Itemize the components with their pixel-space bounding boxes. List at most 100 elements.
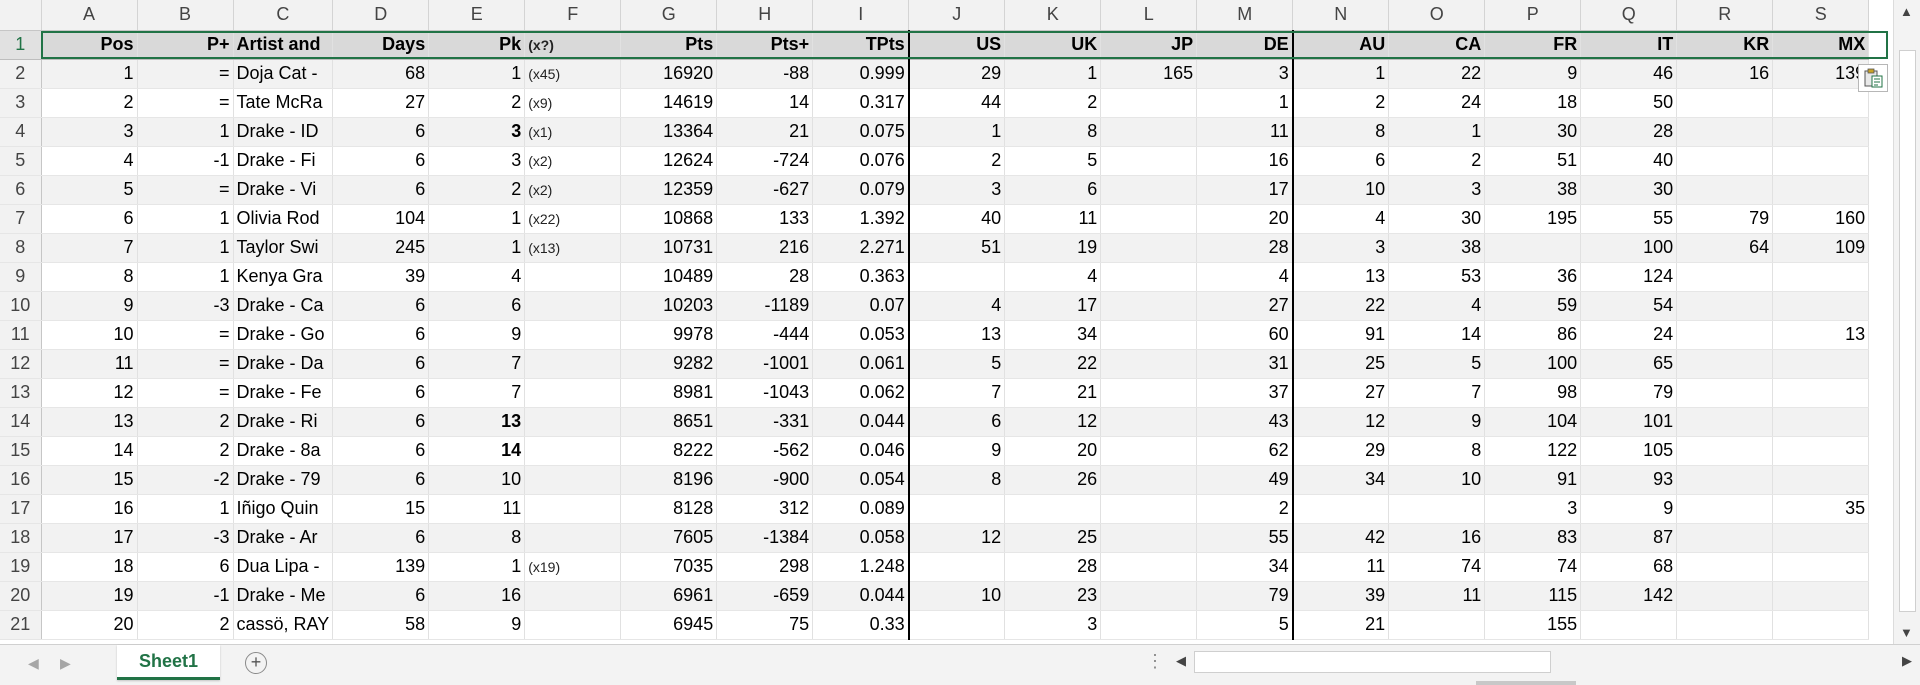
cell-b[interactable]: 2 xyxy=(137,610,234,640)
scroll-left-icon[interactable]: ◀ xyxy=(1176,653,1186,668)
cell-h[interactable]: 75 xyxy=(716,610,814,640)
cell-k[interactable]: 26 xyxy=(1004,465,1102,495)
header-cell-l[interactable]: JP xyxy=(1100,30,1198,60)
cell-n[interactable]: 25 xyxy=(1292,349,1390,379)
cell-f[interactable] xyxy=(524,523,622,553)
column-header-d[interactable]: D xyxy=(332,0,430,31)
cell-c[interactable]: Drake - Ca xyxy=(233,291,334,321)
cell-i[interactable]: 0.054 xyxy=(812,465,910,495)
cell-r[interactable] xyxy=(1676,465,1774,495)
row-header[interactable]: 17 xyxy=(0,494,42,524)
cell-r[interactable] xyxy=(1676,175,1774,205)
cell-c[interactable]: Taylor Swi xyxy=(233,233,334,263)
column-header-b[interactable]: B xyxy=(137,0,234,31)
row-header[interactable]: 8 xyxy=(0,233,42,263)
cell-g[interactable]: 7605 xyxy=(620,523,718,553)
cell-m[interactable]: 34 xyxy=(1196,552,1294,582)
cell-d[interactable]: 27 xyxy=(332,88,430,118)
cell-table[interactable]: A B C D E F G H I J K L M N O P Q R S 1 Pos P+ Artist and Days P… xyxy=(0,0,1870,640)
cell-n[interactable]: 11 xyxy=(1292,552,1390,582)
cell-h[interactable]: 312 xyxy=(716,494,814,524)
cell-g[interactable]: 6945 xyxy=(620,610,718,640)
cell-r[interactable] xyxy=(1676,349,1774,379)
cell-i[interactable]: 0.317 xyxy=(812,88,910,118)
horizontal-scroll-thumb[interactable] xyxy=(1194,651,1551,673)
cell-c[interactable]: Doja Cat - xyxy=(233,59,334,89)
cell-s[interactable] xyxy=(1772,349,1870,379)
cell-s[interactable] xyxy=(1772,610,1870,640)
cell-g[interactable]: 10203 xyxy=(620,291,718,321)
cell-q[interactable]: 87 xyxy=(1580,523,1678,553)
cell-m[interactable]: 27 xyxy=(1196,291,1294,321)
cell-h[interactable]: 298 xyxy=(716,552,814,582)
cell-c[interactable]: Drake - Ar xyxy=(233,523,334,553)
cell-j[interactable]: 6 xyxy=(908,407,1006,437)
cell-i[interactable]: 0.089 xyxy=(812,494,910,524)
cell-c[interactable]: Drake - Fi xyxy=(233,146,334,176)
cell-m[interactable]: 16 xyxy=(1196,146,1294,176)
header-cell-k[interactable]: UK xyxy=(1004,30,1102,60)
cell-j[interactable]: 13 xyxy=(908,320,1006,350)
cell-e[interactable]: 1 xyxy=(428,233,526,263)
cell-g[interactable]: 6961 xyxy=(620,581,718,611)
cell-e[interactable]: 3 xyxy=(428,146,526,176)
cell-k[interactable]: 6 xyxy=(1004,175,1102,205)
cell-i[interactable]: 0.079 xyxy=(812,175,910,205)
cell-c[interactable]: Drake - Da xyxy=(233,349,334,379)
cell-e[interactable]: 16 xyxy=(428,581,526,611)
cell-k[interactable]: 1 xyxy=(1004,59,1102,89)
cell-p[interactable]: 98 xyxy=(1484,378,1582,408)
cell-p[interactable]: 74 xyxy=(1484,552,1582,582)
cell-p[interactable]: 30 xyxy=(1484,117,1582,147)
row-header[interactable]: 11 xyxy=(0,320,42,350)
cell-d[interactable]: 139 xyxy=(332,552,430,582)
cell-i[interactable]: 0.999 xyxy=(812,59,910,89)
header-cell-o[interactable]: CA xyxy=(1388,30,1486,60)
cell-k[interactable]: 8 xyxy=(1004,117,1102,147)
cell-e[interactable]: 3 xyxy=(428,117,526,147)
cell-m[interactable]: 3 xyxy=(1196,59,1294,89)
cell-o[interactable]: 53 xyxy=(1388,262,1486,292)
cell-n[interactable]: 27 xyxy=(1292,378,1390,408)
row-header[interactable]: 15 xyxy=(0,436,42,466)
cell-e[interactable]: 4 xyxy=(428,262,526,292)
horizontal-scrollbar[interactable]: ◀ ▶ xyxy=(1170,649,1912,673)
cell-k[interactable]: 25 xyxy=(1004,523,1102,553)
cell-n[interactable]: 13 xyxy=(1292,262,1390,292)
cell-k[interactable]: 34 xyxy=(1004,320,1102,350)
cell-s[interactable]: 160 xyxy=(1772,204,1870,234)
cell-q[interactable]: 40 xyxy=(1580,146,1678,176)
cell-d[interactable]: 6 xyxy=(332,146,430,176)
cell-m[interactable]: 49 xyxy=(1196,465,1294,495)
column-header-g[interactable]: G xyxy=(620,0,718,31)
cell-l[interactable] xyxy=(1100,291,1198,321)
cell-s[interactable] xyxy=(1772,552,1870,582)
cell-d[interactable]: 104 xyxy=(332,204,430,234)
cell-p[interactable]: 100 xyxy=(1484,349,1582,379)
cell-d[interactable]: 68 xyxy=(332,59,430,89)
cell-j[interactable] xyxy=(908,610,1006,640)
row-header[interactable]: 18 xyxy=(0,523,42,553)
cell-r[interactable] xyxy=(1676,146,1774,176)
cell-p[interactable]: 3 xyxy=(1484,494,1582,524)
header-cell-n[interactable]: AU xyxy=(1292,30,1390,60)
cell-s[interactable]: 109 xyxy=(1772,233,1870,263)
cell-f[interactable] xyxy=(524,262,622,292)
cell-h[interactable]: 28 xyxy=(716,262,814,292)
cell-s[interactable] xyxy=(1772,175,1870,205)
cell-r[interactable] xyxy=(1676,523,1774,553)
cell-r[interactable] xyxy=(1676,610,1774,640)
row-header[interactable]: 13 xyxy=(0,378,42,408)
cell-m[interactable]: 17 xyxy=(1196,175,1294,205)
cell-m[interactable]: 43 xyxy=(1196,407,1294,437)
row-header[interactable]: 14 xyxy=(0,407,42,437)
header-cell-q[interactable]: IT xyxy=(1580,30,1678,60)
cell-g[interactable]: 8981 xyxy=(620,378,718,408)
cell-d[interactable]: 6 xyxy=(332,436,430,466)
header-cell-a[interactable]: Pos xyxy=(41,30,138,60)
cell-i[interactable]: 0.07 xyxy=(812,291,910,321)
cell-m[interactable]: 4 xyxy=(1196,262,1294,292)
cell-s[interactable] xyxy=(1772,262,1870,292)
cell-k[interactable]: 12 xyxy=(1004,407,1102,437)
more-options-icon[interactable]: ⋮ xyxy=(1146,651,1164,671)
